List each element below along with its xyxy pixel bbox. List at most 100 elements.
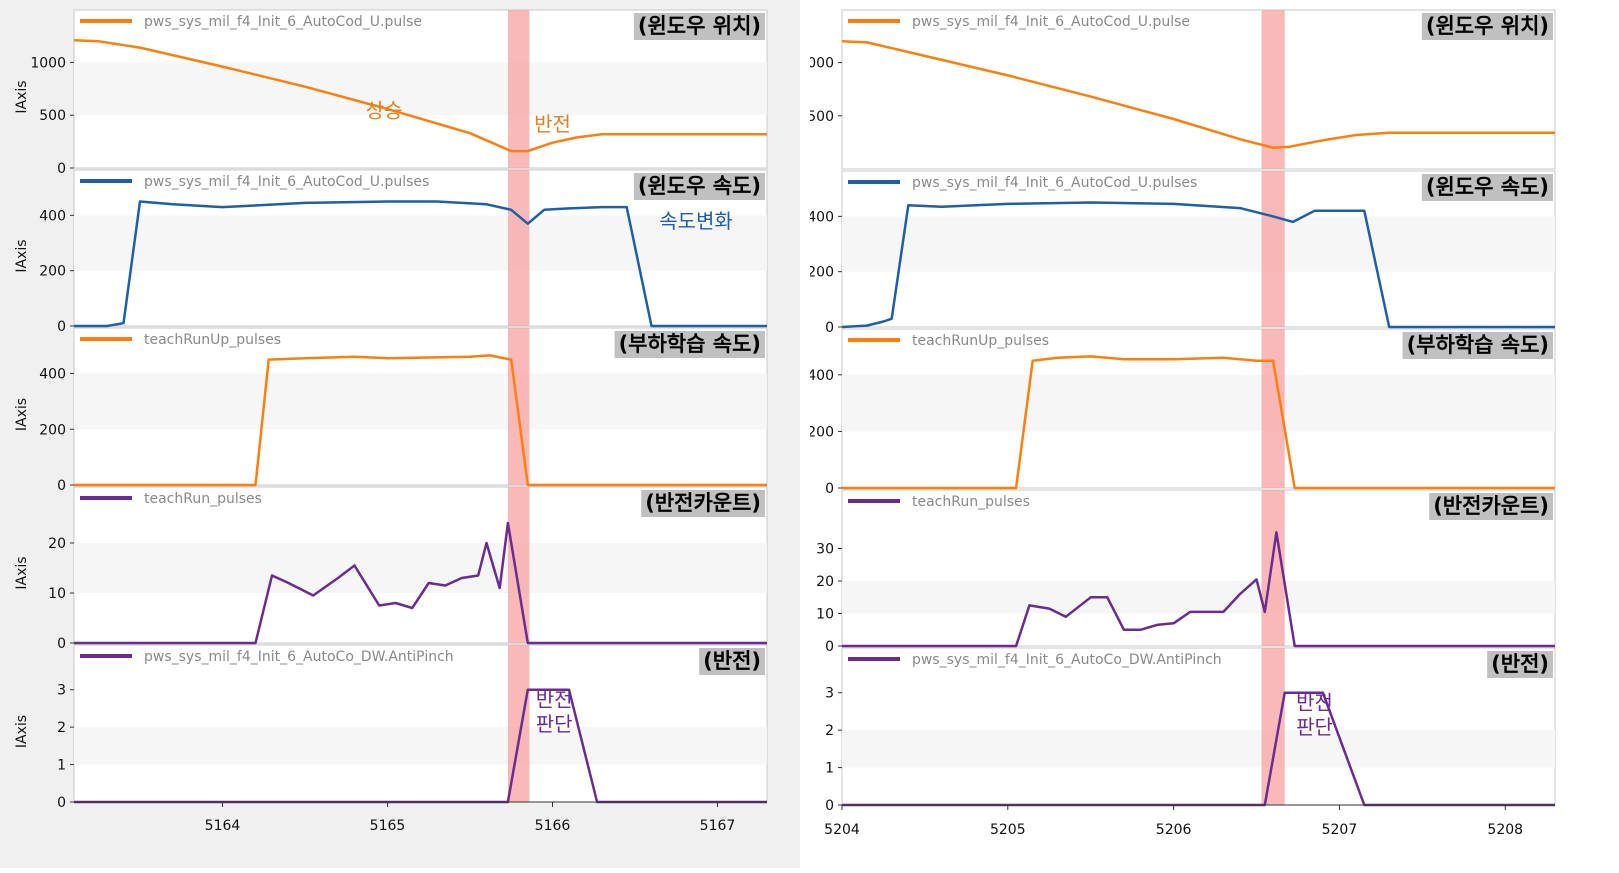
y-tick-label: 1000 <box>30 55 66 71</box>
y-tick-label: 0 <box>825 320 834 336</box>
grid-band <box>842 730 1555 768</box>
y-tick-label: 10 <box>816 607 834 623</box>
highlight-band <box>1261 10 1285 169</box>
panel-tag-label: (윈도우 위치) <box>638 14 761 38</box>
y-tick-label: 400 <box>810 368 834 384</box>
panel-tag: (윈도우 위치) <box>1421 13 1553 40</box>
right-subplot-2: 0200400IAxispws_sys_mil_f4_Init_6_AutoCo… <box>782 170 1556 336</box>
grid-band <box>842 216 1555 272</box>
left-subplot-5: 0 1 2 3 IAxis pws_sys_mil_f4_Init_6_AutoCo_DW… <box>14 644 768 811</box>
panel-tag-bg <box>633 13 765 40</box>
highlight-band <box>507 487 530 643</box>
legend-label: pws_sys_mil_f4_Init_6_AutoCod_U.pulse <box>912 14 1190 30</box>
y-axis-label: IAxis <box>14 715 30 748</box>
legend-label: pws_sys_mil_f4_Init_6_AutoCo_DW.AntiPinc… <box>144 649 454 665</box>
annotation-label: 판단 <box>536 712 573 736</box>
y-tick-label: 20 <box>816 574 834 590</box>
highlight-band <box>1261 171 1285 327</box>
panel-tag: (반전카운트) <box>641 490 765 517</box>
panel-tag: (반전카운트) <box>1429 493 1553 520</box>
y-axis-label: IAxis <box>14 239 30 272</box>
panel-tag-bg <box>1421 174 1553 201</box>
grid-band <box>842 374 1555 432</box>
x-tick-label: 5208 <box>1487 822 1523 838</box>
panel-tag-bg <box>1402 332 1553 359</box>
x-tick-label: 5165 <box>370 818 406 834</box>
highlight-band <box>507 645 530 802</box>
plot-area <box>73 644 768 803</box>
y-tick-label: 400 <box>810 209 834 225</box>
legend-label: pws_sys_mil_f4_Init_6_AutoCod_U.pulses <box>912 175 1197 191</box>
y-tick-label: 200 <box>39 422 66 438</box>
left-subplot-4: 0 10 20 IAxis teachRun_pulses (반전카운트) <box>14 486 768 652</box>
right-chart-panel: 5001000IAxispws_sys_mil_f4_Init_6_AutoCo… <box>782 0 1619 868</box>
panel-tag-label: (윈도우 속도) <box>1426 175 1549 199</box>
y-tick-label: 0 <box>57 478 66 494</box>
panel-tag-bg <box>641 490 765 517</box>
y-tick-label: 1 <box>57 758 66 774</box>
annotation-label: 반전 <box>1296 691 1333 715</box>
legend-label: teachRunUp_pulses <box>912 333 1049 349</box>
y-tick-label: 3 <box>825 686 834 702</box>
panel-tag-label: (반전) <box>703 649 761 673</box>
x-tick-label: 5164 <box>205 818 241 834</box>
x-tick-label: 5204 <box>824 822 860 838</box>
highlight-band <box>507 328 530 485</box>
panel-tag-label: (윈도우 위치) <box>1426 14 1549 38</box>
legend-label: teachRun_pulses <box>144 491 262 507</box>
y-tick-label: 200 <box>39 264 66 280</box>
x-tick-label: 5207 <box>1322 822 1358 838</box>
x-tick-label: 5206 <box>1156 822 1192 838</box>
grid-band <box>74 215 767 271</box>
series-line <box>74 354 767 487</box>
panel-tag-bg <box>1421 13 1553 40</box>
left-subplot-3: 0 200 400 IAxis teachRunUp_pulses (부하학습 속도) <box>14 327 768 494</box>
y-tick-label: 1000 <box>810 56 834 72</box>
panel-tag: (윈도우 속도) <box>1421 174 1553 201</box>
panel-tag: (반전) <box>699 648 765 675</box>
y-tick-label: 0 <box>825 481 834 497</box>
legend-label: pws_sys_mil_f4_Init_6_AutoCod_U.pulses <box>144 174 429 190</box>
y-tick-label: 0 <box>825 639 834 655</box>
panel-tag-label: (부하학습 속도) <box>619 332 761 356</box>
y-axis-label: IAxis <box>14 556 30 589</box>
legend-label: pws_sys_mil_f4_Init_6_AutoCo_DW.AntiPinc… <box>912 652 1222 668</box>
y-tick-label: 1 <box>825 761 834 777</box>
y-tick-label: 2 <box>57 720 66 736</box>
y-tick-label: 30 <box>816 542 834 558</box>
series-line <box>74 200 767 328</box>
right-subplot-4: 0102030IAxisteachRun_pulses(반전카운트) <box>782 489 1556 655</box>
y-tick-label: 0 <box>57 161 66 177</box>
x-tick-label: 5167 <box>700 818 736 834</box>
y-tick-label: 400 <box>39 367 66 383</box>
y-tick-label: 2 <box>825 723 834 739</box>
panel-tag-label: (반전카운트) <box>645 491 761 515</box>
series-line <box>73 38 767 153</box>
panel-tag: (부하학습 속도) <box>614 331 765 358</box>
right-subplot-5: 0123IAxispws_sys_mil_f4_Init_6_AutoCo_DW… <box>782 647 1556 814</box>
grid-band <box>842 581 1555 614</box>
y-tick-label: 500 <box>39 108 66 124</box>
legend-label: teachRunUp_pulses <box>144 332 281 348</box>
y-tick-label: 20 <box>48 536 66 552</box>
panel-tag-bg <box>614 331 765 358</box>
grid-band <box>74 543 767 593</box>
y-tick-label: 400 <box>39 208 66 224</box>
highlight-band <box>507 170 530 326</box>
y-tick-label: 500 <box>810 109 834 125</box>
series-line <box>841 40 1555 149</box>
y-axis-label: IAxis <box>14 398 30 431</box>
panel-tag-label: (반전) <box>1491 652 1549 676</box>
annotation-label: 반전 <box>536 688 573 712</box>
y-tick-label: 0 <box>57 795 66 811</box>
series-line <box>74 521 767 645</box>
grid-band <box>74 727 767 765</box>
highlight-band <box>1261 329 1285 488</box>
y-axis-label: IAxis <box>14 80 30 113</box>
grid-band <box>74 373 767 430</box>
panel-tag-bg <box>699 648 765 675</box>
annotation-label: 상승 <box>366 98 403 122</box>
annotation-label: 반전 <box>534 112 571 136</box>
